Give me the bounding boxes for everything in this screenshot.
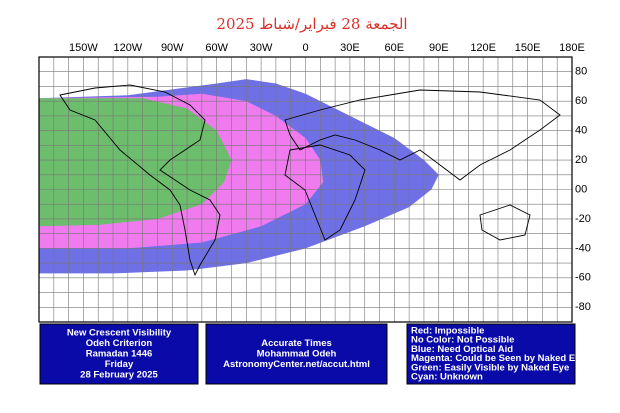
longitude-label: 30W: [250, 42, 273, 54]
tick-labels: 150W 120W 90W 60W 30W 0 30E 60E 90E 120E 150E 180E 8…: [69, 42, 591, 313]
grid: [39, 57, 572, 322]
latitude-label: 60: [575, 95, 587, 107]
longitude-label: 60W: [205, 42, 228, 54]
longitude-label: 90W: [161, 42, 184, 54]
latitude-label: -40: [575, 242, 591, 254]
latitude-label: -80: [575, 301, 591, 313]
info-box: [205, 323, 388, 385]
coastlines: [59, 84, 561, 277]
africa-outline: [284, 144, 366, 241]
info-line: No Color: Not Possible: [411, 335, 514, 346]
info-line: Magenta: Could be Seen by Naked Eye: [411, 353, 586, 364]
info-line: Cyan: Unknown: [411, 372, 483, 383]
info-line: Odeh Criterion: [86, 338, 153, 349]
map-frame: [38, 56, 573, 323]
info-box: [406, 323, 576, 385]
info-line: Friday: [105, 359, 134, 370]
longitude-label: 150W: [69, 42, 98, 54]
info-line: Mohammad Odeh: [257, 349, 337, 360]
longitude-label: 150E: [515, 42, 541, 54]
latitude-label: 40: [575, 125, 587, 137]
latitude-label: -60: [575, 272, 591, 284]
visibility-regions: [39, 79, 439, 274]
info-line: Green: Easily Visible by Naked Eye: [411, 362, 569, 373]
longitude-label: 120E: [470, 42, 496, 54]
info-box: [39, 323, 199, 385]
longitude-label: 90E: [429, 42, 449, 54]
latitude-label: 00: [575, 183, 587, 195]
longitude-label: 0: [302, 42, 308, 54]
info-line: Ramadan 1446: [86, 349, 153, 360]
info-line: 28 February 2025: [80, 370, 158, 381]
longitude-label: 180E: [559, 42, 585, 54]
latitude-label: 20: [575, 154, 587, 166]
americas-outline: [59, 84, 221, 277]
latitude-label: 80: [575, 66, 587, 78]
australia-outline: [479, 204, 531, 241]
info-line: Blue: Need Optical Aid: [411, 344, 513, 355]
info-line: Red: Impossible: [411, 326, 484, 337]
longitude-label: 30E: [340, 42, 360, 54]
longitude-label: 120W: [113, 42, 142, 54]
info-line: Accurate Times: [261, 338, 332, 349]
title: الجمعة 28 فبراير/شباط 2025: [216, 15, 407, 33]
info-line: New Crescent Visibility: [67, 328, 172, 339]
info-line: AstronomyCenter.net/accut.html: [223, 359, 370, 370]
eurasia-outline: [284, 89, 561, 181]
longitude-label: 60E: [385, 42, 405, 54]
latitude-label: -20: [575, 213, 591, 225]
